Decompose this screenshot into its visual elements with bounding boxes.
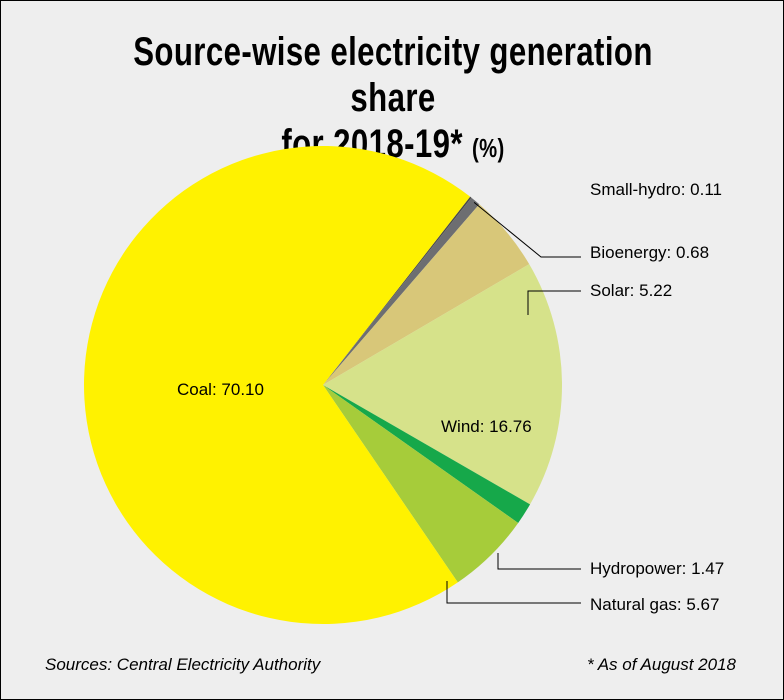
title-line-1: Source-wise electricity generation share xyxy=(133,30,653,120)
pie-slices xyxy=(83,146,563,625)
label-natural-gas: Natural gas: 5.67 xyxy=(590,595,719,614)
label-wind: Wind: 16.76 xyxy=(441,417,532,436)
chart-title: Source-wise electricity generation share… xyxy=(87,29,699,171)
label-bioenergy: Bioenergy: 0.68 xyxy=(590,243,709,262)
leader-line-hydropower xyxy=(497,553,581,570)
slice-labels: Small-hydro: 0.11 Bioenergy: 0.68 Solar: 5… xyxy=(177,180,724,614)
label-small-hydro: Small-hydro: 0.11 xyxy=(590,180,722,199)
leader-line-solar xyxy=(527,290,581,315)
slice-hydropower xyxy=(323,385,531,523)
label-coal: Coal: 70.10 xyxy=(177,380,264,399)
slice-solar xyxy=(323,204,530,385)
slice-small-hydro xyxy=(323,196,472,385)
source-note: Sources: Central Electricity Authority xyxy=(45,655,321,674)
slice-wind xyxy=(323,264,563,505)
label-solar: Solar: 5.22 xyxy=(590,281,672,300)
leader-line-bioenergy xyxy=(473,202,581,258)
slice-coal xyxy=(83,146,471,625)
slice-natural-gas xyxy=(323,385,519,583)
footnote: * As of August 2018 xyxy=(586,655,736,674)
slice-bioenergy xyxy=(323,197,480,385)
leader-line-natural-gas xyxy=(446,581,581,604)
title-unit: (%) xyxy=(471,133,505,163)
leader-lines xyxy=(446,202,581,604)
label-hydropower: Hydropower: 1.47 xyxy=(590,559,724,578)
